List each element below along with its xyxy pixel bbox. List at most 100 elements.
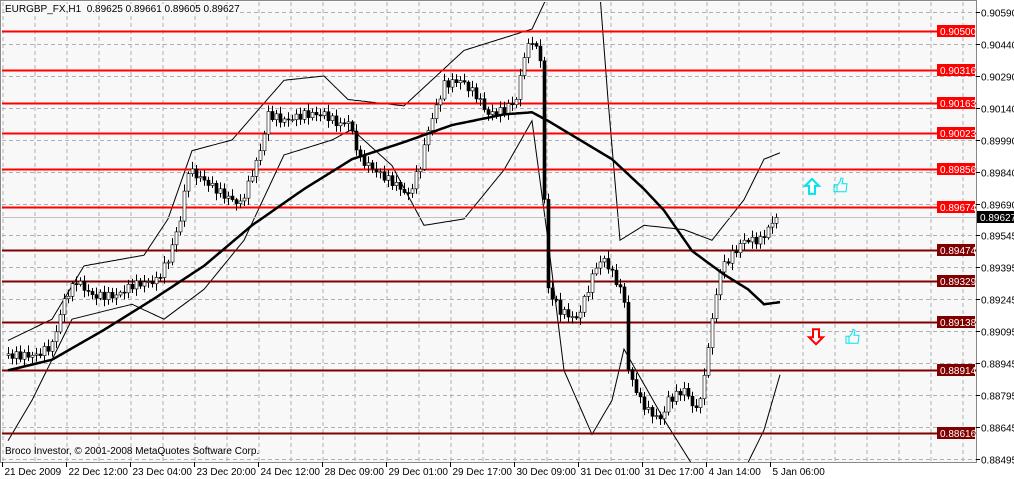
candle-body bbox=[666, 396, 671, 413]
candle-body bbox=[118, 291, 123, 296]
candle-body bbox=[222, 188, 227, 199]
candle-body bbox=[214, 183, 219, 194]
candle-body bbox=[746, 239, 751, 243]
candle-body bbox=[182, 190, 187, 222]
candle-body bbox=[178, 220, 183, 233]
y-tick-label: 0.89395 bbox=[981, 264, 1014, 275]
candle-body bbox=[198, 176, 203, 179]
candle-body bbox=[454, 79, 459, 84]
candle-body bbox=[470, 87, 475, 92]
candle-body bbox=[38, 353, 43, 356]
candle-body bbox=[754, 236, 759, 245]
candle-body bbox=[562, 309, 567, 315]
candle-body bbox=[394, 182, 399, 186]
y-tick-label: 0.90590 bbox=[981, 9, 1014, 20]
candle-body bbox=[418, 168, 423, 173]
y-tick-label: 0.89245 bbox=[981, 296, 1014, 307]
candle-body bbox=[266, 111, 271, 135]
candle-body bbox=[674, 391, 679, 402]
candle-body bbox=[502, 107, 507, 115]
candle-body bbox=[310, 112, 315, 118]
candle-body bbox=[106, 292, 111, 300]
candle-body bbox=[314, 112, 319, 116]
y-tick-label: 0.88945 bbox=[981, 360, 1014, 371]
candle-body bbox=[474, 87, 479, 100]
candle-body bbox=[642, 396, 647, 410]
candle-body bbox=[438, 98, 443, 106]
candle-body bbox=[294, 113, 299, 120]
candle-body bbox=[770, 222, 775, 228]
candle-body bbox=[410, 188, 415, 194]
candle-body bbox=[286, 118, 291, 121]
level-price-label-bg bbox=[937, 427, 975, 439]
candle-body bbox=[482, 98, 487, 110]
candle-body bbox=[378, 171, 383, 174]
candle-body bbox=[430, 118, 435, 131]
chart-title: EURGBP_FX,H1 0.89625 0.89661 0.89605 0.8… bbox=[5, 4, 240, 15]
candle-body bbox=[670, 396, 675, 402]
candle-body bbox=[322, 111, 327, 116]
level-price-label: 0.90316 bbox=[940, 66, 977, 77]
candle-body bbox=[58, 314, 63, 333]
candle-body bbox=[658, 415, 663, 420]
candle-body bbox=[486, 109, 491, 115]
candle-body bbox=[574, 316, 579, 319]
candle-body bbox=[326, 111, 331, 121]
candle-body bbox=[226, 195, 231, 199]
x-tick-label: 23 Dec 04:00 bbox=[133, 467, 193, 478]
x-tick-label: 28 Dec 09:00 bbox=[325, 467, 385, 478]
candle-body bbox=[114, 294, 119, 299]
candle-body bbox=[110, 292, 115, 299]
candle-body bbox=[646, 407, 651, 410]
candle-body bbox=[374, 168, 379, 173]
y-tick-label: 0.90290 bbox=[981, 73, 1014, 84]
candle-body bbox=[338, 122, 343, 127]
candle-body bbox=[342, 122, 347, 125]
candle-body bbox=[218, 188, 223, 194]
candle-body bbox=[690, 395, 695, 407]
candle-body bbox=[462, 80, 467, 83]
candle-body bbox=[382, 171, 387, 181]
x-tick-label: 4 Jan 14:00 bbox=[709, 467, 762, 478]
candle-body bbox=[478, 98, 483, 100]
candle-body bbox=[526, 43, 531, 58]
candle-body bbox=[242, 197, 247, 202]
candle-body bbox=[202, 176, 207, 181]
thumbs-up-icon bbox=[845, 328, 860, 344]
candle-body bbox=[10, 353, 15, 359]
candle-body bbox=[74, 283, 79, 285]
candle-body bbox=[210, 183, 215, 186]
level-price-label-bg bbox=[937, 97, 975, 109]
candle-body bbox=[50, 341, 55, 352]
candle-body bbox=[714, 294, 719, 319]
candle-body bbox=[134, 280, 139, 290]
candle-body bbox=[254, 160, 259, 177]
candle-body bbox=[566, 309, 571, 318]
x-tick-label: 30 Dec 09:00 bbox=[517, 467, 577, 478]
candle-body bbox=[334, 115, 339, 127]
x-tick-label: 22 Dec 12:00 bbox=[69, 467, 129, 478]
candle-body bbox=[54, 331, 59, 342]
candle-body bbox=[34, 353, 39, 356]
current-price-label: 0.89627 bbox=[980, 213, 1014, 224]
candle-body bbox=[702, 374, 707, 400]
level-price-label-bg bbox=[937, 275, 975, 287]
candle-body bbox=[362, 155, 367, 166]
candle-body bbox=[678, 391, 683, 396]
candle-body bbox=[98, 291, 103, 299]
candle-body bbox=[406, 192, 411, 194]
candle-body bbox=[318, 114, 323, 117]
y-tick-label: 0.90440 bbox=[981, 41, 1014, 52]
candle-body bbox=[734, 250, 739, 254]
x-tick-label: 5 Jan 06:00 bbox=[773, 467, 826, 478]
candle-body bbox=[426, 130, 431, 146]
candle-body bbox=[742, 239, 747, 244]
candle-body bbox=[490, 111, 495, 115]
candle-body bbox=[138, 280, 143, 287]
thumbs-up-shape bbox=[845, 328, 860, 344]
level-price-label-bg bbox=[937, 244, 975, 256]
candle-body bbox=[66, 296, 71, 300]
candle-body bbox=[750, 236, 755, 243]
candle-body bbox=[250, 176, 255, 182]
